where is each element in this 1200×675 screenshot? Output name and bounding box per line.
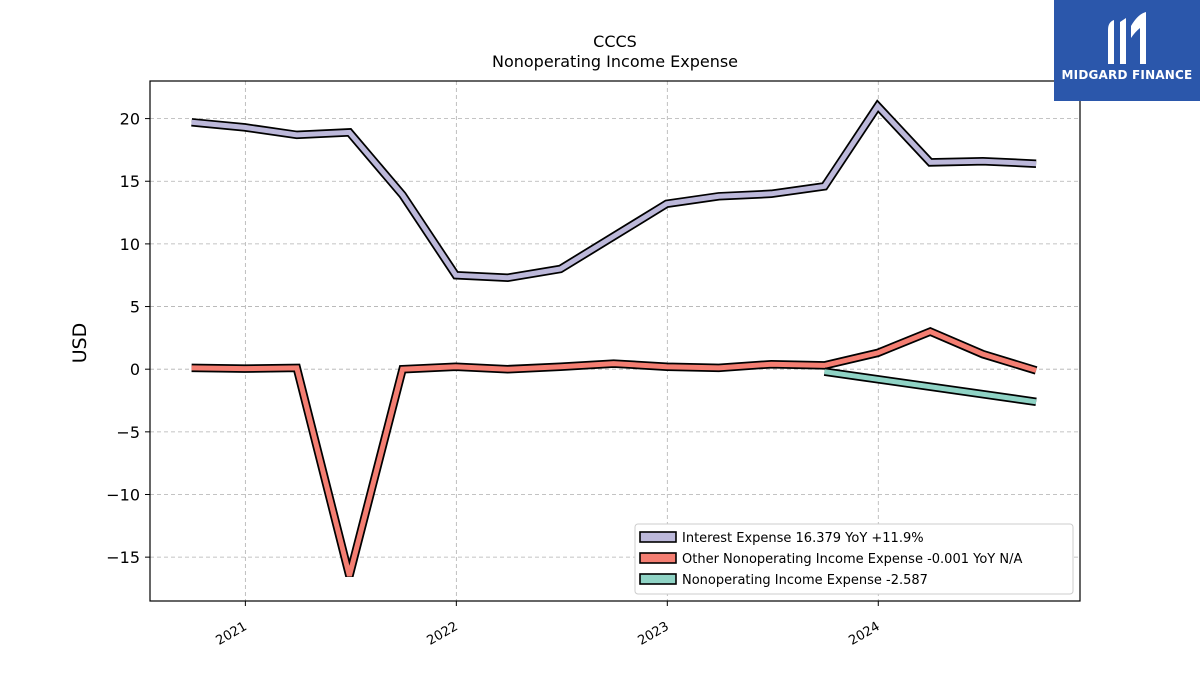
x-tick-label: 2023 xyxy=(635,619,671,649)
y-tick-label: 5 xyxy=(130,298,140,317)
series-1 xyxy=(191,326,1038,577)
series-2 xyxy=(823,367,1037,407)
legend-swatch xyxy=(639,552,677,564)
series-0 xyxy=(191,99,1037,282)
series-line xyxy=(824,369,1037,405)
y-tick-label: 20 xyxy=(120,110,140,129)
legend-entry-label: Nonoperating Income Expense -2.587 xyxy=(682,573,928,588)
legend-entry-label: Interest Expense 16.379 YoY +11.9% xyxy=(682,531,924,546)
y-axis-label: USD xyxy=(69,323,91,364)
legend-entry-label: Other Nonoperating Income Expense -0.001… xyxy=(682,552,1022,567)
y-tick-label: −10 xyxy=(106,485,140,504)
x-tick-label: 2022 xyxy=(425,619,461,649)
legend: Interest Expense 16.379 YoY +11.9% Other … xyxy=(634,523,1074,595)
series-line xyxy=(191,102,1037,281)
y-tick-label: −5 xyxy=(116,423,140,442)
y-tick-label: 15 xyxy=(120,172,140,191)
brand-logo-mark xyxy=(1108,12,1146,64)
y-tick-label: −15 xyxy=(106,548,140,567)
x-tick-label: 2021 xyxy=(214,619,250,649)
legend-swatch xyxy=(639,531,677,543)
chart-subtitle: Nonoperating Income Expense xyxy=(492,52,738,71)
chart-title: CCCS xyxy=(593,32,637,51)
x-tick-label: 2024 xyxy=(846,619,882,649)
brand-logo: MIDGARD FINANCE xyxy=(1054,0,1200,101)
series-layer xyxy=(191,99,1038,577)
legend-box xyxy=(634,523,1074,595)
plot-frame xyxy=(149,80,1081,602)
grid xyxy=(150,81,1080,601)
series-line xyxy=(191,328,1037,577)
legend-swatch xyxy=(639,573,677,585)
y-tick-label: 0 xyxy=(130,360,140,379)
brand-logo-text: MIDGARD FINANCE xyxy=(1061,68,1193,82)
y-tick-label: 10 xyxy=(120,235,140,254)
